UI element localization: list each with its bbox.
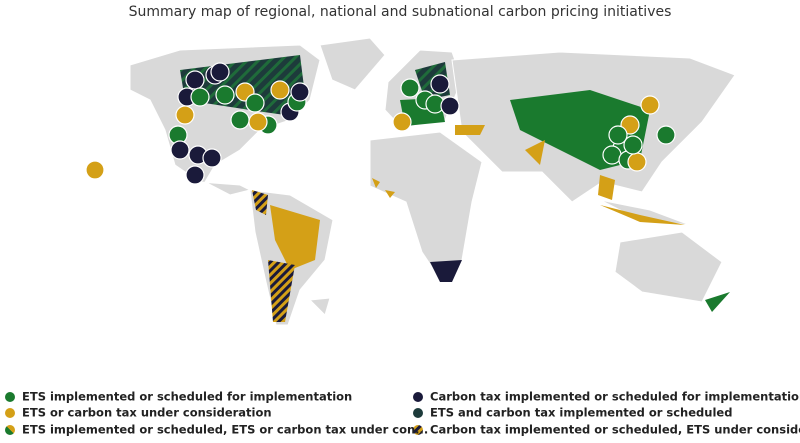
legend-icon bbox=[5, 425, 15, 435]
initiative-marker bbox=[608, 125, 628, 145]
initiative-marker bbox=[392, 112, 412, 132]
legend-label: ETS implemented or scheduled, ETS or car… bbox=[22, 423, 428, 437]
initiative-marker bbox=[175, 105, 195, 125]
initiative-marker bbox=[85, 160, 105, 180]
legend-label: ETS implemented or scheduled for impleme… bbox=[22, 390, 352, 404]
initiative-marker bbox=[623, 135, 643, 155]
initiative-marker bbox=[170, 140, 190, 160]
initiative-marker bbox=[230, 110, 250, 130]
legend-label: ETS or carbon tax under consideration bbox=[22, 406, 272, 420]
initiative-marker bbox=[656, 125, 676, 145]
initiative-marker bbox=[640, 95, 660, 115]
initiative-marker bbox=[290, 82, 310, 102]
initiative-markers bbox=[85, 62, 676, 185]
legend-label: Carbon tax implemented or scheduled, ETS… bbox=[430, 423, 800, 437]
initiative-marker bbox=[215, 85, 235, 105]
initiative-marker bbox=[270, 80, 290, 100]
legend: ETS implemented or scheduled for impleme… bbox=[5, 390, 800, 437]
initiative-marker bbox=[430, 74, 450, 94]
initiative-marker bbox=[627, 152, 647, 172]
legend-label: ETS and carbon tax implemented or schedu… bbox=[430, 406, 732, 420]
legend-icon bbox=[413, 425, 423, 435]
initiative-marker bbox=[202, 148, 222, 168]
initiative-marker bbox=[185, 165, 205, 185]
legend-icon bbox=[413, 408, 423, 418]
legend-icon bbox=[413, 392, 423, 402]
initiative-marker bbox=[190, 87, 210, 107]
legend-icon bbox=[5, 408, 15, 418]
initiative-marker bbox=[400, 78, 420, 98]
initiative-marker bbox=[245, 93, 265, 113]
initiative-marker bbox=[602, 145, 622, 165]
legend-icon bbox=[5, 392, 15, 402]
initiative-marker bbox=[248, 112, 268, 132]
initiative-marker bbox=[185, 70, 205, 90]
initiative-marker bbox=[210, 62, 230, 82]
map-title: Summary map of regional, national and su… bbox=[128, 4, 672, 20]
legend-label: Carbon tax implemented or scheduled for … bbox=[430, 390, 800, 404]
initiative-marker bbox=[440, 96, 460, 116]
